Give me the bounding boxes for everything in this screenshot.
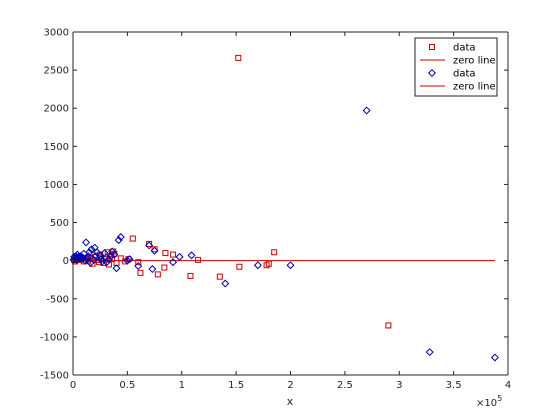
legend-square-marker (429, 44, 435, 50)
data-point-diamond (85, 248, 94, 257)
data-point-square (263, 262, 270, 269)
y-tick-label: -1000 (40, 332, 69, 343)
data-point-square (162, 250, 169, 257)
x-tick-label: 1.5 (228, 380, 244, 391)
axes: 0 0.5 1 1.5 2 2.5 3 3.5 4 -1500 -1000 -500 0 500 1000 1… (40, 28, 511, 392)
data-point-diamond (86, 258, 95, 267)
data-point-square (170, 251, 177, 258)
legend-diamond-marker (427, 68, 437, 78)
data-point-diamond (253, 261, 262, 270)
data-point-diamond (79, 249, 88, 258)
data-point-square (187, 272, 194, 279)
data-point-square (135, 259, 142, 266)
x-tick-label: 2 (287, 380, 293, 391)
data-point-diamond (425, 348, 434, 357)
data-point-diamond (134, 261, 143, 271)
x-axis-label: x (287, 395, 294, 408)
x-tick-label: 0.5 (119, 380, 135, 391)
x-tick-label: 3.5 (446, 380, 462, 391)
data-point-diamond (69, 255, 78, 264)
legend-entry-label: data (453, 43, 476, 54)
data-point-square (235, 54, 242, 61)
x-tick-label: 1 (179, 380, 185, 391)
y-tick-label: -1500 (40, 371, 69, 382)
data-point-diamond (169, 258, 178, 267)
y-tick-label: 500 (50, 218, 69, 229)
data-point-square (146, 240, 153, 247)
data-point-diamond (175, 252, 184, 261)
data-point-diamond (82, 238, 91, 247)
x-axis-exponent-base: ×10 (476, 398, 497, 409)
data-point-diamond (70, 252, 79, 261)
data-point-diamond (116, 233, 125, 242)
data-point-diamond (123, 256, 132, 265)
data-point-diamond (112, 264, 121, 273)
data-point-square (236, 263, 243, 270)
y-tick-label: 2000 (44, 104, 69, 115)
data-point-diamond (98, 257, 107, 266)
data-point-square (151, 246, 158, 253)
data-point-diamond (87, 245, 96, 254)
data-point-diamond (221, 279, 230, 288)
data-point-square (129, 235, 136, 242)
data-point-square (161, 264, 168, 271)
data-point-diamond (108, 247, 117, 256)
data-point-diamond (102, 258, 111, 267)
y-tick-label: 3000 (44, 28, 69, 39)
data-point-diamond (107, 252, 116, 261)
legend-entry-label: zero line (453, 56, 496, 67)
legend-entry-label: zero line (453, 82, 496, 93)
data-point-diamond (114, 236, 123, 245)
data-point-square (137, 269, 144, 276)
data-point-diamond (100, 249, 109, 258)
data-point-diamond (286, 261, 295, 270)
x-tick-label: 4 (505, 380, 511, 391)
legend: data zero line data zero line (414, 37, 498, 97)
data-point-diamond (148, 265, 157, 274)
x-tick-label: 3 (396, 380, 402, 391)
y-tick-label: -500 (46, 294, 69, 305)
y-tick-label: 1000 (44, 180, 69, 191)
data-point-square (154, 271, 161, 278)
data-point-square (271, 249, 278, 256)
x-tick-label: 2.5 (337, 380, 353, 391)
data-point-diamond (187, 251, 196, 260)
y-tick-label: 0 (63, 256, 69, 267)
data-point-diamond (150, 246, 159, 255)
x-axis-exponent-label: ×105 (476, 394, 502, 409)
data-point-diamond (80, 256, 89, 265)
x-axis-exponent-power: 5 (497, 394, 502, 403)
legend-entry-label: data (453, 69, 476, 80)
data-point-square (117, 255, 124, 262)
x-tick-label: 0 (70, 380, 76, 391)
data-point-square (216, 273, 223, 280)
data-point-square (385, 322, 392, 329)
data-point-square (195, 256, 202, 263)
data-point-diamond (490, 353, 499, 362)
data-markers (69, 54, 499, 362)
y-tick-label: 2500 (44, 66, 69, 77)
data-point-diamond (362, 106, 371, 115)
data-point-diamond (104, 255, 113, 264)
data-point-diamond (145, 241, 154, 250)
y-tick-label: 1500 (44, 142, 69, 153)
